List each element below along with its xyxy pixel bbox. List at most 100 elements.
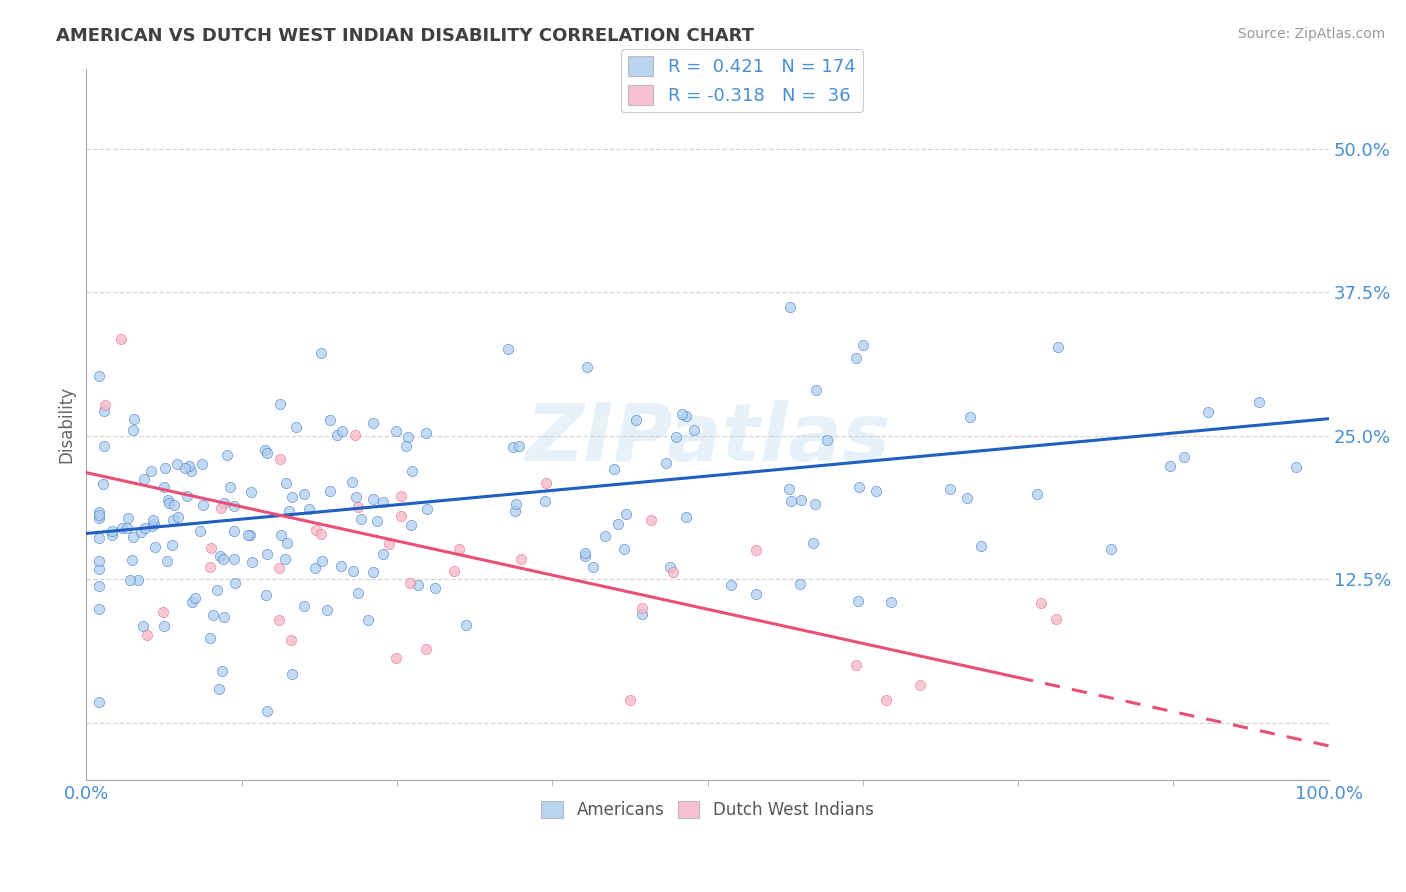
Point — [87, 511, 110, 525]
Point — [142, 513, 165, 527]
Point — [846, 594, 869, 608]
Point — [87, 531, 110, 545]
Point — [153, 461, 176, 475]
Point — [346, 586, 368, 600]
Point — [908, 678, 931, 692]
Point — [361, 565, 384, 579]
Point — [100, 524, 122, 538]
Point — [406, 578, 429, 592]
Point — [385, 424, 408, 438]
Point — [801, 536, 824, 550]
Point — [188, 524, 211, 539]
Point — [318, 412, 340, 426]
Point — [534, 493, 557, 508]
Point — [117, 510, 139, 524]
Point — [160, 538, 183, 552]
Point — [91, 476, 114, 491]
Point — [174, 460, 197, 475]
Point — [454, 618, 477, 632]
Point — [292, 599, 315, 613]
Point — [371, 495, 394, 509]
Point — [219, 480, 242, 494]
Point — [745, 542, 768, 557]
Point — [845, 351, 868, 365]
Point — [662, 565, 685, 579]
Point — [142, 517, 165, 532]
Point — [298, 502, 321, 516]
Point — [361, 417, 384, 431]
Point — [212, 610, 235, 624]
Point — [575, 360, 598, 375]
Point — [416, 501, 439, 516]
Point — [815, 433, 838, 447]
Point — [87, 508, 110, 522]
Point — [319, 483, 342, 498]
Point — [269, 451, 291, 466]
Point — [198, 631, 221, 645]
Point — [389, 489, 412, 503]
Point — [180, 464, 202, 478]
Point — [848, 480, 870, 494]
Point — [276, 535, 298, 549]
Point — [502, 440, 524, 454]
Point — [240, 555, 263, 569]
Point — [269, 396, 291, 410]
Point — [1197, 405, 1219, 419]
Point — [224, 524, 246, 538]
Point — [179, 458, 201, 473]
Point — [640, 513, 662, 527]
Point — [534, 475, 557, 490]
Point — [110, 332, 132, 346]
Point — [342, 564, 364, 578]
Point — [167, 509, 190, 524]
Point — [267, 561, 290, 575]
Point — [87, 562, 110, 576]
Point — [343, 428, 366, 442]
Point — [852, 337, 875, 351]
Y-axis label: Disability: Disability — [58, 386, 75, 463]
Point — [342, 475, 364, 489]
Point — [619, 693, 641, 707]
Text: Source: ZipAtlas.com: Source: ZipAtlas.com — [1237, 27, 1385, 41]
Point — [256, 547, 278, 561]
Point — [789, 492, 811, 507]
Point — [136, 628, 159, 642]
Point — [118, 573, 141, 587]
Point — [93, 404, 115, 418]
Point — [111, 521, 134, 535]
Point — [845, 658, 868, 673]
Point — [804, 497, 827, 511]
Point — [94, 398, 117, 412]
Point — [222, 499, 245, 513]
Point — [415, 642, 437, 657]
Point — [371, 547, 394, 561]
Point — [415, 425, 437, 440]
Point — [200, 541, 222, 556]
Point — [212, 551, 235, 566]
Point — [779, 493, 801, 508]
Point — [399, 518, 422, 533]
Point — [396, 430, 419, 444]
Point — [503, 503, 526, 517]
Point — [574, 546, 596, 560]
Point — [1046, 340, 1069, 354]
Point — [806, 383, 828, 397]
Point — [217, 448, 239, 462]
Point — [654, 456, 676, 470]
Legend: Americans, Dutch West Indians: Americans, Dutch West Indians — [534, 794, 880, 825]
Point — [366, 514, 388, 528]
Point — [401, 464, 423, 478]
Point — [745, 587, 768, 601]
Point — [309, 346, 332, 360]
Point — [239, 485, 262, 500]
Point — [675, 409, 697, 423]
Point — [330, 425, 353, 439]
Point — [281, 490, 304, 504]
Point — [389, 509, 412, 524]
Point — [361, 491, 384, 506]
Point — [1031, 597, 1053, 611]
Point — [254, 588, 277, 602]
Point — [162, 513, 184, 527]
Point — [447, 542, 470, 557]
Point — [209, 500, 232, 515]
